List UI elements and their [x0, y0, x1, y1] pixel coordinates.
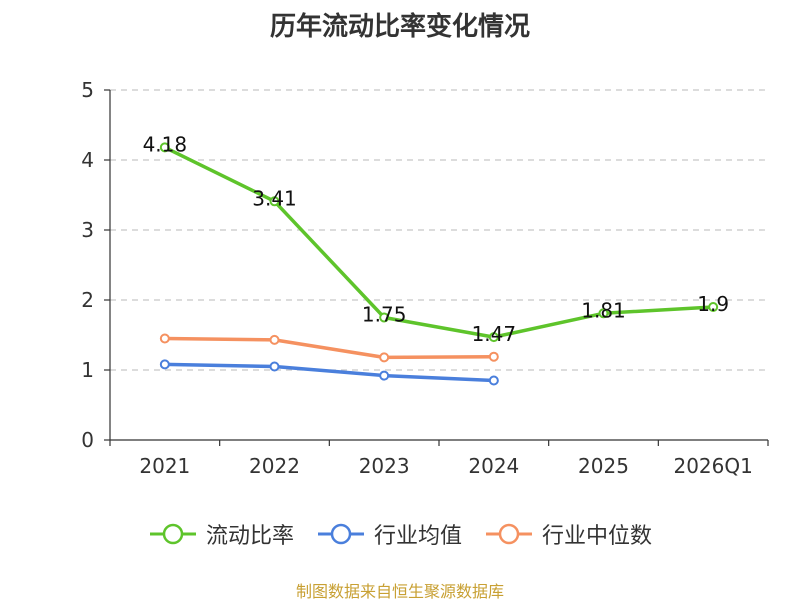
data-point	[488, 332, 499, 343]
series-line	[164, 145, 714, 339]
legend-marker-icon	[149, 523, 196, 545]
legend-label: 流动比率	[205, 524, 294, 549]
data-point	[488, 375, 499, 386]
y-tick-label: 4	[81, 148, 94, 172]
x-tick-label: 2025	[578, 454, 629, 478]
data-label: 4.18	[143, 132, 188, 156]
y-tick-label: 5	[81, 78, 94, 102]
data-label: 1.9	[697, 292, 729, 316]
x-tick-label: 2021	[139, 454, 190, 478]
legend-label: 行业中位数	[542, 524, 653, 549]
x-tick-label: 2026Q1	[673, 454, 752, 478]
data-point	[379, 312, 390, 323]
series-line	[164, 336, 494, 360]
data-point	[159, 142, 170, 153]
x-tick-label: 2022	[249, 454, 300, 478]
data-label: 1.47	[472, 322, 517, 346]
legend-label: 行业均值	[373, 524, 462, 549]
legend-marker-icon	[317, 523, 364, 545]
data-label: 3.41	[252, 186, 297, 210]
data-point	[379, 352, 390, 363]
y-tick-label: 1	[81, 358, 94, 382]
data-point	[159, 359, 170, 370]
y-tick-label: 2	[81, 288, 94, 312]
data-point	[708, 302, 719, 312]
data-point	[269, 196, 280, 207]
legend: 流动比率 行业均值 行业中位数	[0, 518, 800, 550]
legend-marker-icon	[486, 523, 532, 545]
x-tick-label: 2023	[359, 454, 410, 478]
y-tick-label: 3	[81, 218, 94, 242]
chart-title: 历年流动比率变化情况	[269, 12, 530, 42]
legend-item-industry-median[interactable]: 行业中位数	[484, 518, 652, 550]
data-point	[159, 333, 170, 344]
legend-item-industry-mean[interactable]: 行业均值	[316, 518, 462, 550]
data-point	[379, 370, 390, 381]
data-label: 1.81	[581, 298, 626, 322]
data-point	[269, 361, 280, 372]
legend-item-current-ratio[interactable]: 流动比率	[148, 518, 294, 550]
data-point	[598, 308, 609, 319]
y-tick-label: 0	[81, 428, 94, 452]
data-point	[269, 334, 280, 345]
data-point	[488, 351, 499, 362]
source-note: 制图数据来自恒生聚源数据库	[295, 582, 504, 601]
series-line	[164, 362, 494, 383]
data-label: 1.75	[362, 303, 407, 327]
x-tick-label: 2024	[468, 454, 519, 478]
